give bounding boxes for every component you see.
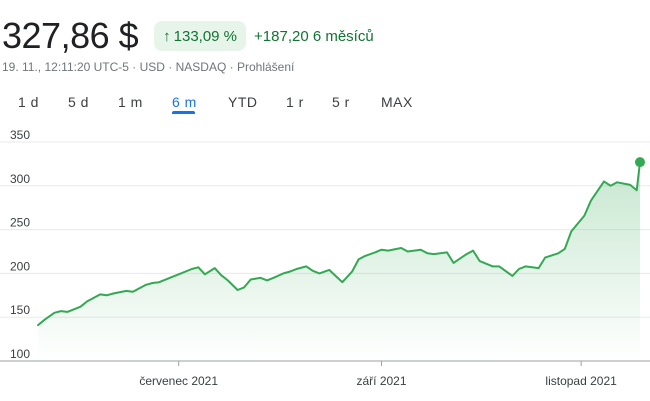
quote-meta: 19. 11., 12:11:20 UTC-5 · USD · NASDAQ ·… — [2, 60, 295, 74]
tab-ytd[interactable]: YTD — [228, 94, 258, 110]
range-tabs: 1 d 5 d 1 m 6 m YTD 1 r 5 r MAX — [0, 92, 450, 116]
price-chart[interactable]: 100 150 200 250 300 350 červenec 2021 září 202… — [0, 128, 650, 401]
y-tick-label: 300 — [10, 172, 30, 186]
y-tick-label: 150 — [10, 303, 30, 317]
percent-change-value: 133,09 % — [173, 27, 238, 45]
price-chart-svg[interactable]: 100 150 200 250 300 350 červenec 2021 září 202… — [0, 128, 650, 401]
y-tick-label: 350 — [10, 128, 30, 142]
y-tick-label: 250 — [10, 216, 30, 230]
selected-tab-indicator — [172, 111, 195, 114]
tab-1d[interactable]: 1 d — [18, 94, 39, 110]
current-price: 327,86 $ — [2, 15, 139, 56]
latest-price-point — [635, 157, 645, 168]
x-tick-label: červenec 2021 — [139, 374, 218, 388]
tab-1r[interactable]: 1 r — [286, 94, 304, 110]
tab-5r[interactable]: 5 r — [332, 94, 350, 110]
arrow-up-icon: ↑ — [163, 27, 171, 45]
price-series-line — [37, 161, 641, 327]
tab-5d[interactable]: 5 d — [68, 94, 89, 110]
tab-6m[interactable]: 6 m — [172, 94, 197, 110]
tab-1m[interactable]: 1 m — [118, 94, 143, 110]
percent-change-badge: ↑ 133,09 % — [154, 21, 247, 51]
quote-header: 327,86 $ ↑ 133,09 % +187,20 6 měsíců — [2, 14, 374, 58]
y-tick-label: 100 — [10, 347, 30, 361]
price-area-fill — [38, 162, 640, 361]
x-tick-label: listopad 2021 — [545, 374, 617, 388]
x-tick-label: září 2021 — [357, 374, 407, 388]
tab-max[interactable]: MAX — [381, 94, 413, 110]
absolute-change-period: +187,20 6 měsíců — [254, 27, 374, 45]
y-tick-label: 200 — [10, 259, 30, 273]
